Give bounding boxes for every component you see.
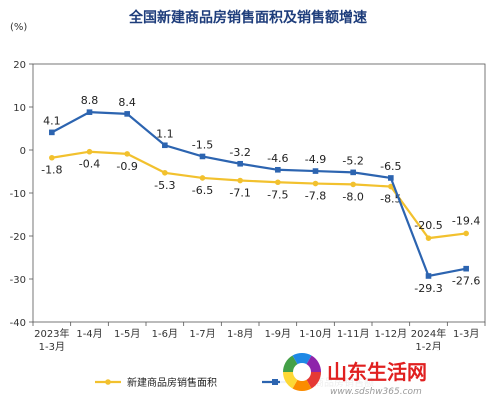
x-tick-label: 2024年 1-2月 — [411, 327, 446, 353]
data-label: -5.2 — [342, 154, 363, 167]
legend-marker — [272, 379, 278, 385]
logo-ring-segment — [292, 372, 312, 391]
data-label: -6.5 — [380, 160, 401, 173]
data-point — [388, 183, 394, 190]
data-point — [49, 129, 55, 136]
data-point — [350, 169, 356, 176]
data-label: 8.4 — [118, 96, 136, 109]
data-label: -8.5 — [380, 193, 401, 206]
data-label: -0.9 — [116, 160, 137, 173]
data-label: -1.8 — [41, 164, 62, 177]
data-label: 8.8 — [81, 94, 99, 107]
data-label: -3.2 — [229, 146, 250, 159]
data-point — [199, 175, 206, 181]
x-tick-label: 1-7月 — [189, 328, 215, 340]
x-tick-label: 1-5月 — [114, 328, 140, 340]
data-point — [425, 273, 432, 279]
x-tick-label: 1-11月 — [337, 328, 370, 340]
data-point — [86, 148, 93, 155]
data-point — [350, 181, 356, 188]
data-point — [425, 235, 432, 241]
data-point — [49, 154, 55, 161]
data-point — [237, 160, 243, 167]
data-label: -29.3 — [414, 282, 442, 295]
y-tick-label: -10 — [10, 189, 26, 200]
data-point — [86, 109, 93, 115]
y-axis: 20 10 0 -10 -20 -30 -40 — [10, 60, 33, 329]
series-layer: -1.8 -0.4 -0.9 -5.3 -6.5 -7.1 -7.5 -7.8 -8.0 -8.5… — [41, 94, 480, 295]
data-label: -0.4 — [79, 158, 100, 171]
data-point — [199, 153, 206, 160]
chart-title: 全国新建商品房销售面积及销售额增速 — [128, 9, 367, 26]
x-tick-label: 1-6月 — [152, 328, 178, 340]
logo-center — [293, 363, 311, 381]
data-label: -20.5 — [414, 219, 442, 232]
data-label: -7.1 — [229, 187, 250, 200]
y-axis-unit-label: (%) — [10, 22, 27, 33]
data-point — [124, 111, 130, 117]
data-point — [162, 169, 168, 176]
data-point — [124, 151, 130, 157]
x-tick-label: 1-3月 — [453, 328, 479, 340]
y-tick-label: -30 — [10, 275, 26, 286]
watermark-brand: 山东生活网 — [327, 360, 427, 384]
y-tick-label: 10 — [13, 103, 26, 114]
y-tick-label: -20 — [10, 232, 26, 243]
series-line-area — [51, 150, 467, 240]
data-point — [388, 175, 394, 181]
x-tick-label: 1-4月 — [76, 328, 102, 340]
legend-marker — [105, 379, 111, 385]
data-label: -1.5 — [192, 138, 213, 151]
x-tick-label: 2023年 1-3月 — [34, 327, 69, 353]
legend-label: 新建商品房销售面积 — [127, 376, 217, 389]
data-label: 1.1 — [156, 127, 174, 140]
data-label: -7.8 — [305, 190, 326, 203]
data-point — [312, 168, 319, 174]
data-point — [275, 179, 281, 186]
data-label: -8.0 — [342, 190, 363, 203]
data-label: 4.1 — [43, 114, 61, 127]
x-tick-label: 1-9月 — [265, 328, 291, 340]
data-label: -4.9 — [305, 153, 326, 166]
logo-ring-segment — [292, 353, 312, 372]
data-label: -7.5 — [267, 188, 288, 201]
data-point — [463, 265, 469, 272]
data-point — [463, 230, 469, 237]
x-tick-label: 1-8月 — [227, 328, 253, 340]
data-label: -5.3 — [154, 179, 175, 192]
y-tick-label: -40 — [10, 318, 26, 329]
data-label: -4.6 — [267, 152, 288, 165]
data-label: -6.5 — [192, 184, 213, 197]
data-point — [275, 166, 281, 173]
data-point — [237, 177, 243, 184]
series-line-amount — [51, 111, 467, 278]
x-axis: 2023年 1-3月 1-4月 1-5月 1-6月 1-7月 1-8月 1-9月 1-10月 1-… — [32, 322, 486, 353]
y-tick-label: 0 — [20, 146, 26, 157]
watermark-backdrop — [280, 350, 492, 398]
x-tick-label: 1-10月 — [299, 328, 332, 340]
watermark-url: www.sdshw365.com — [330, 387, 422, 397]
data-point — [312, 180, 319, 187]
data-label: -19.4 — [452, 214, 480, 227]
data-label: -27.6 — [452, 275, 480, 288]
y-tick-label: 20 — [13, 60, 26, 71]
data-point — [162, 142, 168, 149]
watermark: 山东生活网 www.sdshw365.com — [280, 350, 492, 398]
x-tick-label: 1-12月 — [374, 328, 407, 340]
